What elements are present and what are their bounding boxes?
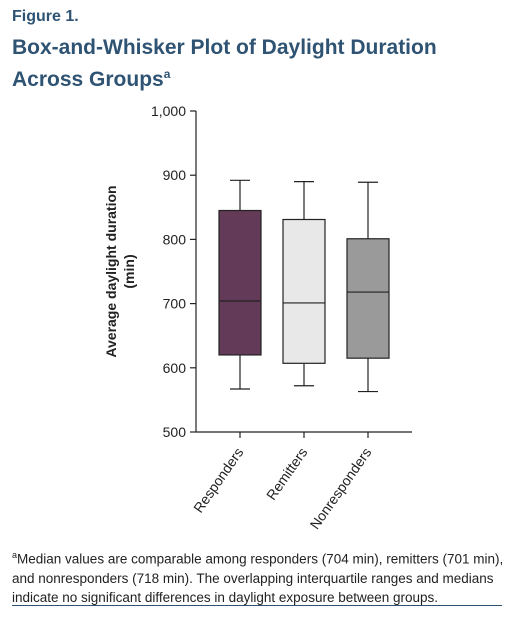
box-plot-chart: 500 600 700 800 900 1,000 Average daylight dur… <box>103 103 412 533</box>
x-tick-label: Nonresponders <box>306 445 374 533</box>
footnote-marker: a <box>12 550 18 560</box>
y-tick-label: 800 <box>163 231 187 247</box>
title-footnote-marker: a <box>163 67 171 81</box>
footnote-rule <box>12 605 502 606</box>
y-tick-label: 600 <box>163 360 187 376</box>
box-nonresponders <box>346 238 390 359</box>
figure-label: Figure 1. <box>12 8 79 25</box>
y-tick-label: 700 <box>163 296 187 312</box>
x-tick-label: Remitters <box>263 445 310 503</box>
figure-title: Box-and-Whisker Plot of Daylight Duratio… <box>12 34 492 93</box>
figure-title-text: Box-and-Whisker Plot of Daylight Duratio… <box>12 36 437 91</box>
box-remitters <box>282 218 326 364</box>
y-axis-label-line: (min) <box>121 254 137 288</box>
y-axis-label: Average daylight duration (min) <box>103 185 137 357</box>
box-responders <box>218 209 262 356</box>
y-tick-label: 500 <box>163 424 187 440</box>
y-tick-label: 900 <box>163 167 187 183</box>
footnote: aMedian values are comparable among resp… <box>12 546 504 607</box>
y-axis-label-line: Average daylight duration <box>103 185 119 357</box>
x-tick-label: Responders <box>190 445 246 516</box>
y-tick-label: 1,000 <box>151 103 186 119</box>
footnote-text: Median values are comparable among respo… <box>12 551 504 605</box>
